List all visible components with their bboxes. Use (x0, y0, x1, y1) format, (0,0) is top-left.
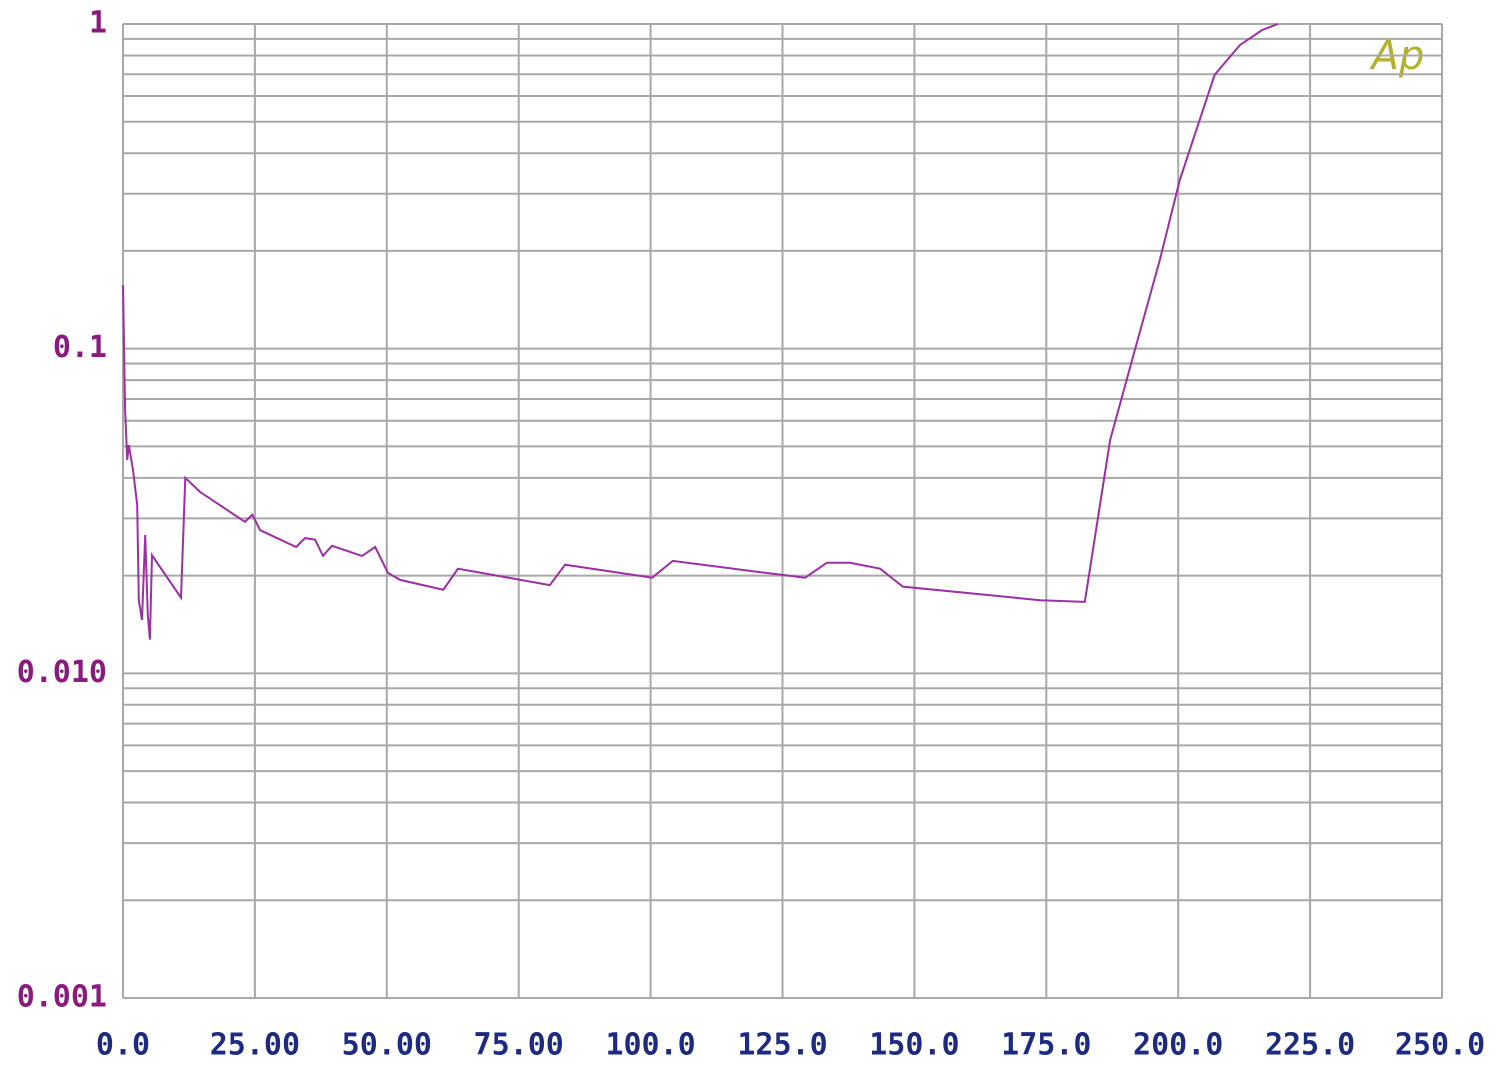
x-tick-label: 200.0 (1133, 1028, 1223, 1063)
y-tick-label: 0.010 (17, 655, 107, 690)
x-tick-label: 50.00 (342, 1028, 432, 1063)
y-tick-label: 1 (89, 6, 107, 41)
x-tick-label: 250.0 (1395, 1028, 1485, 1063)
x-tick-label: 100.0 (605, 1028, 695, 1063)
x-tick-label: 150.0 (869, 1028, 959, 1063)
y-tick-label: 0.001 (17, 980, 107, 1015)
x-tick-label: 225.0 (1265, 1028, 1355, 1063)
x-tick-label: 175.0 (1001, 1028, 1091, 1063)
x-tick-label: 0.0 (96, 1028, 150, 1063)
x-tick-label: 125.0 (737, 1028, 827, 1063)
data-line (122, 23, 1279, 640)
x-tick-label: 75.00 (474, 1028, 564, 1063)
y-tick-label: 0.1 (53, 330, 107, 365)
x-tick-label: 25.00 (210, 1028, 300, 1063)
